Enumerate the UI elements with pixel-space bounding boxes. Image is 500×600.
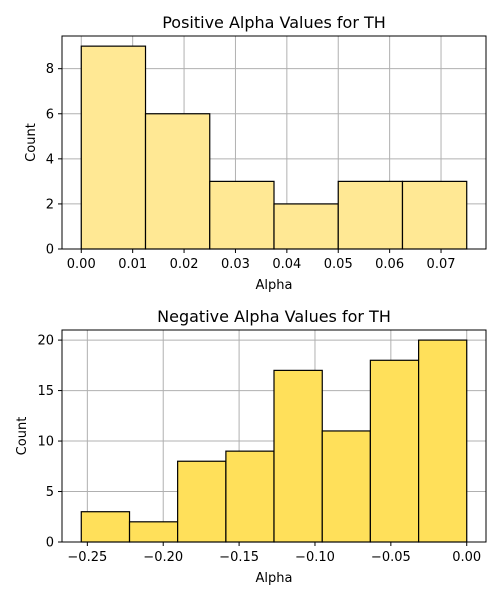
x-tick-label: 0.03 <box>221 257 250 272</box>
histogram-bar <box>177 460 227 543</box>
histogram-bar <box>321 430 371 543</box>
y-axis-label: Count <box>15 417 30 456</box>
y-tick-label: 5 <box>46 485 54 500</box>
y-tick-label: 8 <box>46 62 54 77</box>
axes-frame <box>61 35 487 250</box>
histogram-bar <box>418 339 468 543</box>
histogram-bar <box>209 180 275 250</box>
y-tick-label: 0 <box>46 243 54 258</box>
histogram-bar <box>401 180 468 250</box>
x-tick-label: 0.06 <box>375 257 404 272</box>
x-tick-label: 0.07 <box>427 257 456 272</box>
y-tick-label: 10 <box>37 435 54 450</box>
y-tick-label: 2 <box>46 197 54 212</box>
histogram-bar <box>80 511 131 543</box>
histogram-bar <box>273 203 339 250</box>
x-axis-label: Alpha <box>256 571 293 586</box>
x-tick-label: 0.00 <box>67 257 96 272</box>
chart-title: Positive Alpha Values for TH <box>162 13 386 32</box>
chart-title: Negative Alpha Values for TH <box>157 307 391 326</box>
x-axis-label: Alpha <box>256 278 293 293</box>
x-tick-label: −0.25 <box>67 550 107 565</box>
axes-frame <box>61 329 487 543</box>
y-tick-label: 4 <box>46 152 54 167</box>
x-tick-label: 0.02 <box>170 257 199 272</box>
x-tick-label: −0.10 <box>295 550 335 565</box>
histogram-bar <box>369 359 420 543</box>
histogram-bar <box>337 180 404 250</box>
histogram-bar <box>273 369 323 543</box>
y-axis-label: Count <box>24 123 39 162</box>
positive-alpha-histogram: 0.00 0.01 0.02 0.03 0.04 0.05 0.06 0.07 0 2 4 6 8 Pos… <box>24 13 487 293</box>
x-tick-label: −0.15 <box>219 550 259 565</box>
y-tick-label: 15 <box>37 384 54 399</box>
y-tick-label: 6 <box>46 107 54 122</box>
histogram-bar <box>128 521 179 543</box>
negative-alpha-histogram: −0.25 −0.20 −0.15 −0.10 −0.05 0.00 0 5 10 15 20 Neg… <box>15 307 487 586</box>
x-tick-label: −0.20 <box>143 550 183 565</box>
histogram-bar <box>80 45 147 250</box>
x-tick-label: 0.00 <box>452 550 481 565</box>
y-tick-label: 0 <box>46 536 54 551</box>
y-tick-label: 20 <box>37 334 54 349</box>
x-tick-label: 0.05 <box>324 257 353 272</box>
x-tick-label: −0.05 <box>371 550 411 565</box>
x-tick-label: 0.04 <box>272 257 301 272</box>
x-tick-label: 0.01 <box>118 257 147 272</box>
histogram-bar <box>144 113 211 250</box>
histogram-bar <box>225 450 275 543</box>
